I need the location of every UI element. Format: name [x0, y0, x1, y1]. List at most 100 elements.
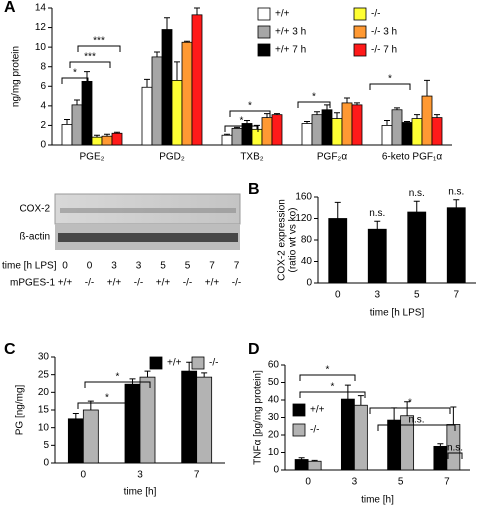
error-bar — [174, 61, 180, 81]
lane-time: 5 — [160, 261, 166, 272]
y-tick-label: 0 — [40, 140, 46, 151]
bar — [271, 114, 283, 146]
bar — [446, 207, 466, 284]
error-bar — [201, 372, 208, 378]
bar — [401, 122, 413, 146]
bar — [307, 460, 322, 471]
y-axis-label: PG [ng/mg] — [15, 384, 26, 435]
bar — [294, 459, 309, 471]
error-bar — [357, 395, 364, 406]
lane-genotype: +/+ — [205, 278, 220, 289]
y-tick-label: 60 — [268, 360, 280, 371]
bar — [431, 117, 443, 146]
bar — [331, 118, 343, 146]
panel-label: D — [248, 341, 260, 358]
bar — [321, 109, 333, 146]
legend-swatch — [257, 7, 271, 21]
bar — [351, 104, 363, 146]
error-bar — [194, 7, 200, 15]
error-bar — [274, 113, 280, 115]
legend-swatch — [191, 356, 205, 370]
legend-label: -/- — [209, 358, 218, 369]
error-bar — [453, 199, 460, 208]
error-bar — [311, 459, 318, 462]
legend-swatch — [257, 43, 271, 57]
significance-label: * — [331, 382, 335, 393]
x-tick-label: 0 — [335, 290, 341, 301]
blot-row-label: COX-2 — [19, 204, 50, 215]
lane-time: 7 — [209, 261, 215, 272]
error-bar — [304, 121, 310, 124]
x-tick-label: PGD₂ — [159, 152, 185, 163]
x-tick-label: PGF₂α — [317, 152, 347, 163]
bar — [387, 419, 402, 471]
significance-label: * — [73, 68, 77, 79]
lane-genotype: -/- — [183, 278, 192, 289]
significance-label: * — [388, 74, 392, 85]
lane-time: 7 — [234, 261, 240, 272]
legend-swatch — [149, 356, 163, 370]
legend-label: +/+ 3 h — [275, 27, 306, 38]
bar — [171, 80, 183, 146]
y-axis-label: COX-2 expression — [277, 199, 288, 281]
significance-label: *** — [93, 36, 105, 47]
significance-label: n.s. — [447, 443, 463, 454]
error-bar — [114, 131, 120, 134]
blot-row-label: ß-actin — [19, 232, 50, 243]
significance-label: * — [105, 393, 109, 404]
bar — [251, 128, 263, 146]
significance-bracket — [299, 374, 356, 381]
error-bar — [164, 17, 170, 30]
y-tick-label: 40 — [268, 395, 280, 406]
bar — [411, 118, 423, 146]
bar — [353, 404, 368, 471]
significance-label: n.s. — [408, 415, 424, 426]
bar — [221, 134, 233, 146]
bar — [311, 114, 323, 146]
significance-bracket — [229, 110, 271, 117]
y-tick-label: 4 — [40, 100, 46, 111]
bar — [381, 125, 393, 146]
error-bar — [184, 40, 190, 43]
error-bar — [413, 200, 420, 213]
bar — [328, 218, 348, 284]
bar — [367, 228, 387, 284]
x-tick-label: 7 — [194, 470, 200, 481]
x-axis-label: time [h LPS] — [370, 308, 425, 319]
error-bar — [224, 133, 230, 136]
error-bar — [72, 413, 79, 419]
error-bar — [374, 220, 381, 230]
significance-bracket — [447, 452, 463, 459]
bar — [82, 409, 99, 464]
error-bar — [344, 97, 350, 103]
legend-swatch — [353, 7, 367, 21]
significance-bracket — [224, 125, 259, 132]
error-bar — [84, 71, 90, 82]
legend-swatch — [257, 25, 271, 39]
y-tick-label: 25 — [38, 369, 50, 380]
lane-time: 3 — [111, 261, 117, 272]
bar — [81, 80, 93, 146]
significance-bracket — [84, 381, 151, 388]
error-bar — [74, 99, 80, 105]
significance-label: n.s. — [369, 208, 385, 219]
x-tick-label: TXB₂ — [240, 152, 263, 163]
bar — [261, 117, 273, 146]
x-tick-label: 5 — [398, 477, 404, 488]
y-axis-label: ng/mg protein — [11, 46, 22, 107]
y-tick-label: 50 — [268, 377, 280, 388]
y-tick-label: 160 — [295, 192, 312, 203]
error-bar — [424, 79, 430, 97]
error-bar — [64, 119, 70, 125]
legend-label: +/+ — [275, 9, 290, 20]
lane-genotype: +/+ — [107, 278, 122, 289]
x-tick-label: 0 — [305, 477, 311, 488]
error-bar — [437, 443, 444, 447]
legend-label: -/- 7 h — [371, 45, 397, 56]
legend-label: -/- — [371, 9, 380, 20]
y-tick-label: 10 — [35, 42, 47, 53]
legend-label: +/+ 7 h — [275, 45, 306, 56]
bar — [391, 109, 403, 146]
significance-bracket — [369, 83, 411, 90]
significance-bracket — [299, 391, 366, 398]
